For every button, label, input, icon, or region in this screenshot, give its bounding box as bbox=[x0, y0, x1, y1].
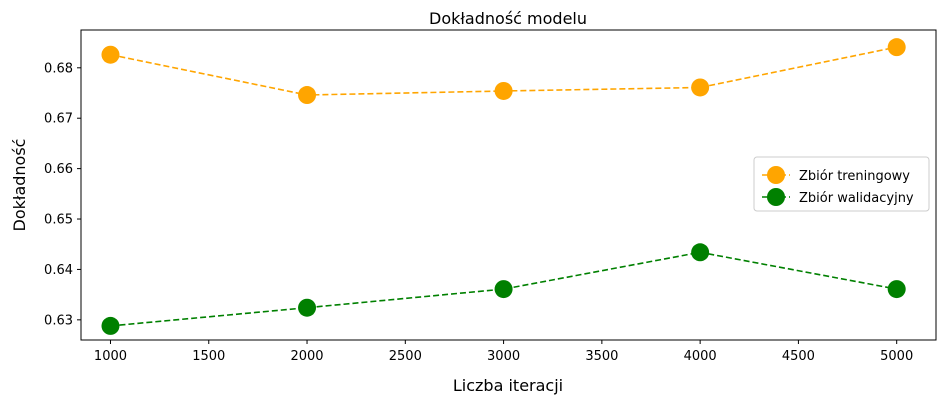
data-point-train bbox=[494, 81, 513, 100]
data-point-train bbox=[298, 86, 317, 105]
series-layer bbox=[101, 38, 906, 335]
x-tick-label: 1000 bbox=[94, 349, 127, 364]
x-tick-label: 5000 bbox=[880, 349, 913, 364]
x-tick-label: 3500 bbox=[585, 349, 618, 364]
legend-swatch-marker-val bbox=[767, 188, 785, 206]
x-tick-label: 2000 bbox=[290, 349, 323, 364]
y-tick-label: 0.63 bbox=[44, 313, 73, 328]
x-axis: 1000 1500 2000 2500 3000 3500 4000 4500 5000 bbox=[94, 340, 913, 364]
data-point-train bbox=[887, 38, 906, 57]
y-tick-label: 0.64 bbox=[44, 263, 73, 278]
legend-box bbox=[753, 156, 930, 212]
data-point-val bbox=[691, 243, 710, 262]
data-point-val bbox=[494, 280, 513, 299]
x-tick-label: 1500 bbox=[192, 349, 225, 364]
data-point-train bbox=[691, 78, 710, 97]
x-tick-label: 4000 bbox=[684, 349, 717, 364]
x-tick-label: 3000 bbox=[487, 349, 520, 364]
y-axis: 0.63 0.64 0.65 0.66 0.67 0.68 bbox=[44, 61, 81, 328]
x-tick-label: 2500 bbox=[389, 349, 422, 364]
data-point-val bbox=[887, 280, 906, 299]
data-point-train bbox=[101, 45, 120, 64]
plot-frame bbox=[80, 29, 937, 341]
y-tick-label: 0.67 bbox=[44, 112, 73, 127]
y-axis-title: Dokładność bbox=[10, 139, 29, 232]
y-tick-label: 0.66 bbox=[44, 162, 73, 177]
chart-title: Dokładność modelu bbox=[429, 9, 587, 28]
x-tick-label: 4500 bbox=[782, 349, 815, 364]
legend-label-train: Zbiór treningowy bbox=[799, 169, 910, 184]
legend-swatch-marker-train bbox=[767, 166, 785, 184]
x-axis-title: Liczba iteracji bbox=[453, 376, 563, 395]
data-point-val bbox=[298, 298, 317, 317]
legend: Zbiór treningowy Zbiór walidacyjny bbox=[753, 156, 930, 212]
data-point-val bbox=[101, 316, 120, 335]
legend-label-val: Zbiór walidacyjny bbox=[799, 191, 914, 206]
y-tick-label: 0.65 bbox=[44, 213, 73, 228]
series-line-val bbox=[110, 251, 897, 327]
y-tick-label: 0.68 bbox=[44, 61, 73, 76]
